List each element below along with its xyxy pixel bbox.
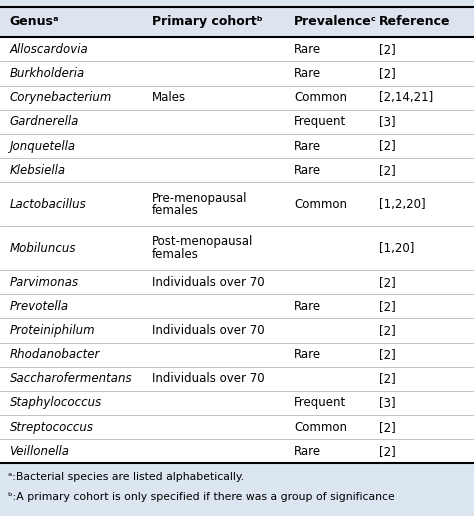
Text: [2]: [2] [379,324,396,337]
Text: Frequent: Frequent [294,396,346,409]
Text: Mobiluncus: Mobiluncus [9,241,76,254]
Text: Rhodanobacter: Rhodanobacter [9,348,100,361]
Bar [0,61,474,86]
Bar [0,391,474,415]
Bar [0,158,474,182]
Text: Common: Common [294,198,347,211]
Text: Common: Common [294,421,347,433]
Text: Males: Males [152,91,186,104]
Bar [0,86,474,110]
Bar [0,182,474,226]
Text: Rare: Rare [294,43,321,56]
Text: Saccharofermentans: Saccharofermentans [9,372,132,385]
Text: Alloscardovia: Alloscardovia [9,43,88,56]
Text: Burkholderia: Burkholderia [9,67,85,80]
Text: [3]: [3] [379,116,396,128]
Text: Rare: Rare [294,348,321,361]
Text: Common: Common [294,91,347,104]
Text: Primary cohortᵇ: Primary cohortᵇ [152,15,263,28]
Text: ᵃ:Bacterial species are listed alphabetically.: ᵃ:Bacterial species are listed alphabeti… [8,472,244,482]
Text: Individuals over 70: Individuals over 70 [152,276,264,288]
Text: Genusᵃ: Genusᵃ [9,15,59,28]
Bar [0,439,474,463]
Text: Individuals over 70: Individuals over 70 [152,324,264,337]
Text: [2]: [2] [379,164,396,176]
Text: Lactobacillus: Lactobacillus [9,198,86,211]
Text: Individuals over 70: Individuals over 70 [152,372,264,385]
Text: [2]: [2] [379,445,396,458]
Text: [2]: [2] [379,43,396,56]
Text: [2]: [2] [379,67,396,80]
Text: [1,2,20]: [1,2,20] [379,198,426,211]
Text: Reference: Reference [379,15,451,28]
Text: Rare: Rare [294,139,321,153]
Bar [0,226,474,270]
Text: females: females [152,248,199,261]
Text: Parvimonas: Parvimonas [9,276,79,288]
Text: Rare: Rare [294,445,321,458]
Bar [0,294,474,318]
Text: [1,20]: [1,20] [379,241,415,254]
Text: Prevotella: Prevotella [9,300,69,313]
Bar [0,343,474,367]
Bar [0,110,474,134]
Text: [2,14,21]: [2,14,21] [379,91,433,104]
Bar [0,367,474,391]
Text: [2]: [2] [379,276,396,288]
Text: Pre-menopausal: Pre-menopausal [152,191,247,204]
Text: Rare: Rare [294,300,321,313]
Bar [0,318,474,343]
Text: [2]: [2] [379,421,396,433]
Text: Gardnerella: Gardnerella [9,116,79,128]
Bar [0,7,474,37]
Text: Rare: Rare [294,67,321,80]
Bar [0,415,474,439]
Bar [0,270,474,294]
Text: Frequent: Frequent [294,116,346,128]
Text: females: females [152,204,199,217]
Text: ᵇ:A primary cohort is only specified if there was a group of significance: ᵇ:A primary cohort is only specified if … [8,492,395,502]
Text: Jonquetella: Jonquetella [9,139,76,153]
Text: Streptococcus: Streptococcus [9,421,93,433]
Text: Proteiniphilum: Proteiniphilum [9,324,95,337]
Text: Prevalenceᶜ: Prevalenceᶜ [294,15,377,28]
Text: Corynebacterium: Corynebacterium [9,91,112,104]
Text: [2]: [2] [379,372,396,385]
Text: Veillonella: Veillonella [9,445,70,458]
Text: Post-menopausal: Post-menopausal [152,235,253,249]
Text: [2]: [2] [379,348,396,361]
Text: [2]: [2] [379,300,396,313]
Text: [3]: [3] [379,396,396,409]
Bar [0,37,474,61]
Text: [2]: [2] [379,139,396,153]
Text: Rare: Rare [294,164,321,176]
Text: Staphylococcus: Staphylococcus [9,396,102,409]
Text: Klebsiella: Klebsiella [9,164,65,176]
Bar [0,134,474,158]
